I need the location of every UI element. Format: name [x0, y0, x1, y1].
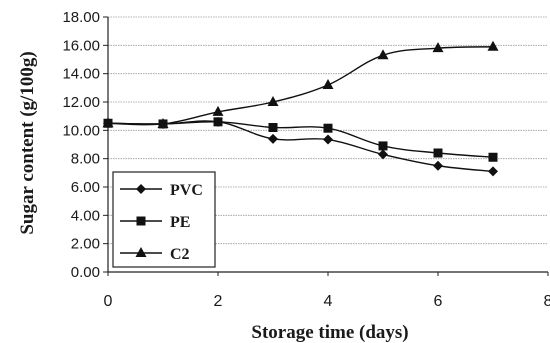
data-point-diamond: [136, 184, 146, 194]
y-tick-label: 18.00: [62, 9, 100, 26]
data-point-diamond: [378, 149, 388, 160]
y-tick-label: 6.00: [71, 179, 100, 196]
data-point-square: [323, 123, 333, 133]
legend-box: [112, 171, 216, 268]
x-tick-label: 2: [214, 293, 223, 310]
legend-label: C2: [170, 246, 190, 263]
legend-item-c2: C2: [120, 246, 190, 263]
y-tick-labels: 0.00 2.00 4.00 6.00 8.00 10.00 12.00 14.00 16.00…: [62, 9, 100, 281]
y-tick-label: 4.00: [71, 207, 100, 224]
data-point-triangle: [212, 105, 224, 116]
data-point-triangle: [432, 42, 444, 53]
x-axis-label: Storage time (days): [251, 322, 408, 343]
data-point-diamond: [488, 166, 498, 177]
data-point-triangle: [135, 247, 147, 257]
legend: PVC PE C2: [112, 171, 216, 268]
legend-item-pvc: PVC: [120, 182, 203, 199]
series-line: [107, 46, 494, 126]
series-c2: [102, 40, 499, 128]
x-tick-label: 4: [324, 293, 333, 310]
data-point-square: [136, 216, 146, 226]
x-tick-label: 0: [104, 293, 113, 310]
y-tick-label: 14.00: [62, 66, 100, 83]
data-point-triangle: [322, 79, 334, 89]
x-tick-label: 8: [544, 293, 550, 310]
y-tick-label: 10.00: [62, 122, 100, 139]
data-point-triangle: [157, 117, 169, 128]
y-axis-label: Sugar content (g/100g): [17, 51, 38, 234]
data-point-triangle: [487, 40, 499, 51]
axes: [103, 16, 549, 276]
y-tick-label: 2.00: [71, 236, 100, 253]
data-point-square: [268, 123, 278, 132]
series-group: [102, 40, 499, 177]
data-point-square: [378, 141, 388, 151]
y-tick-label: 8.00: [71, 151, 100, 168]
y-tick-label: 12.00: [62, 94, 100, 111]
data-point-square: [488, 152, 498, 162]
legend-label: PVC: [170, 182, 203, 199]
data-point-square: [433, 148, 443, 158]
y-tick-label: 0.00: [71, 264, 100, 281]
data-point-diamond: [323, 134, 333, 145]
y-tick-label: 16.00: [62, 37, 100, 54]
data-point-square: [213, 117, 223, 127]
x-tick-labels: 0 2 4 6 8: [104, 293, 550, 310]
data-point-triangle: [102, 117, 114, 128]
data-point-triangle: [377, 49, 389, 60]
data-point-triangle: [267, 96, 279, 106]
legend-label: PE: [170, 214, 190, 231]
x-tick-label: 6: [434, 293, 443, 310]
data-point-diamond: [433, 160, 443, 171]
legend-item-pe: PE: [120, 214, 190, 231]
data-point-diamond: [268, 133, 278, 144]
